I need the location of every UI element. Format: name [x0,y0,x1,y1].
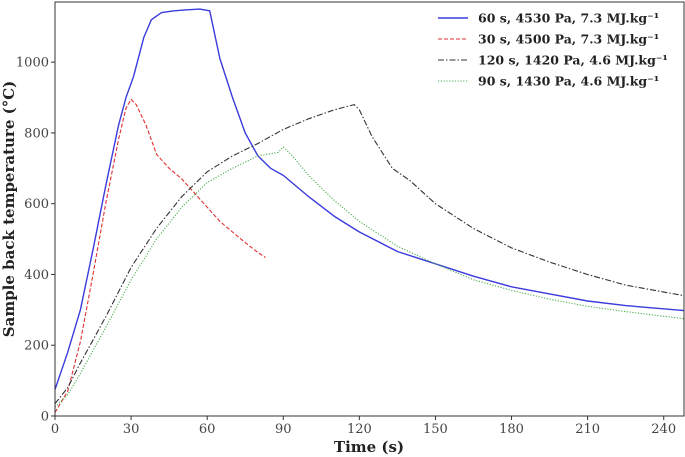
series-line-0 [54,8,685,390]
series-line-2 [54,104,685,404]
y-tick-label: 800 [24,126,49,141]
series-line-1 [54,98,266,413]
legend-label-3: 90 s, 1430 Pa, 4.6 MJ.kg⁻¹ [478,74,659,89]
x-tick-label: 120 [347,422,372,437]
x-axis-title: Time (s) [334,438,404,456]
y-axis-title: Sample back temperature (°C) [0,81,18,337]
legend: 60 s, 4530 Pa, 7.3 MJ.kg⁻¹ 30 s, 4500 Pa,… [438,11,668,89]
y-axis: 0 200 400 600 800 1000 [16,56,55,425]
x-tick-label: 150 [423,422,448,437]
legend-label-0: 60 s, 4530 Pa, 7.3 MJ.kg⁻¹ [478,11,659,26]
y-tick-label: 1000 [16,56,49,71]
y-tick-label: 400 [24,268,49,283]
series-line-3 [54,146,685,408]
x-tick-label: 60 [199,422,216,437]
x-axis: 0 30 60 90 120 150 180 210 240 [51,416,676,437]
x-tick-label: 180 [499,422,524,437]
plot-frame [54,1,685,417]
x-tick-label: 240 [651,422,676,437]
y-tick-label: 600 [24,197,49,212]
x-tick-label: 210 [575,422,600,437]
y-tick-label: 0 [41,410,49,425]
legend-label-2: 120 s, 1420 Pa, 4.6 MJ.kg⁻¹ [478,53,668,68]
y-tick-label: 200 [24,339,49,354]
x-tick-label: 90 [275,422,292,437]
legend-label-1: 30 s, 4500 Pa, 7.3 MJ.kg⁻¹ [478,32,659,47]
x-tick-label: 30 [123,422,140,437]
x-tick-label: 0 [51,422,59,437]
plot-background [55,2,684,416]
series-layer [54,8,685,413]
